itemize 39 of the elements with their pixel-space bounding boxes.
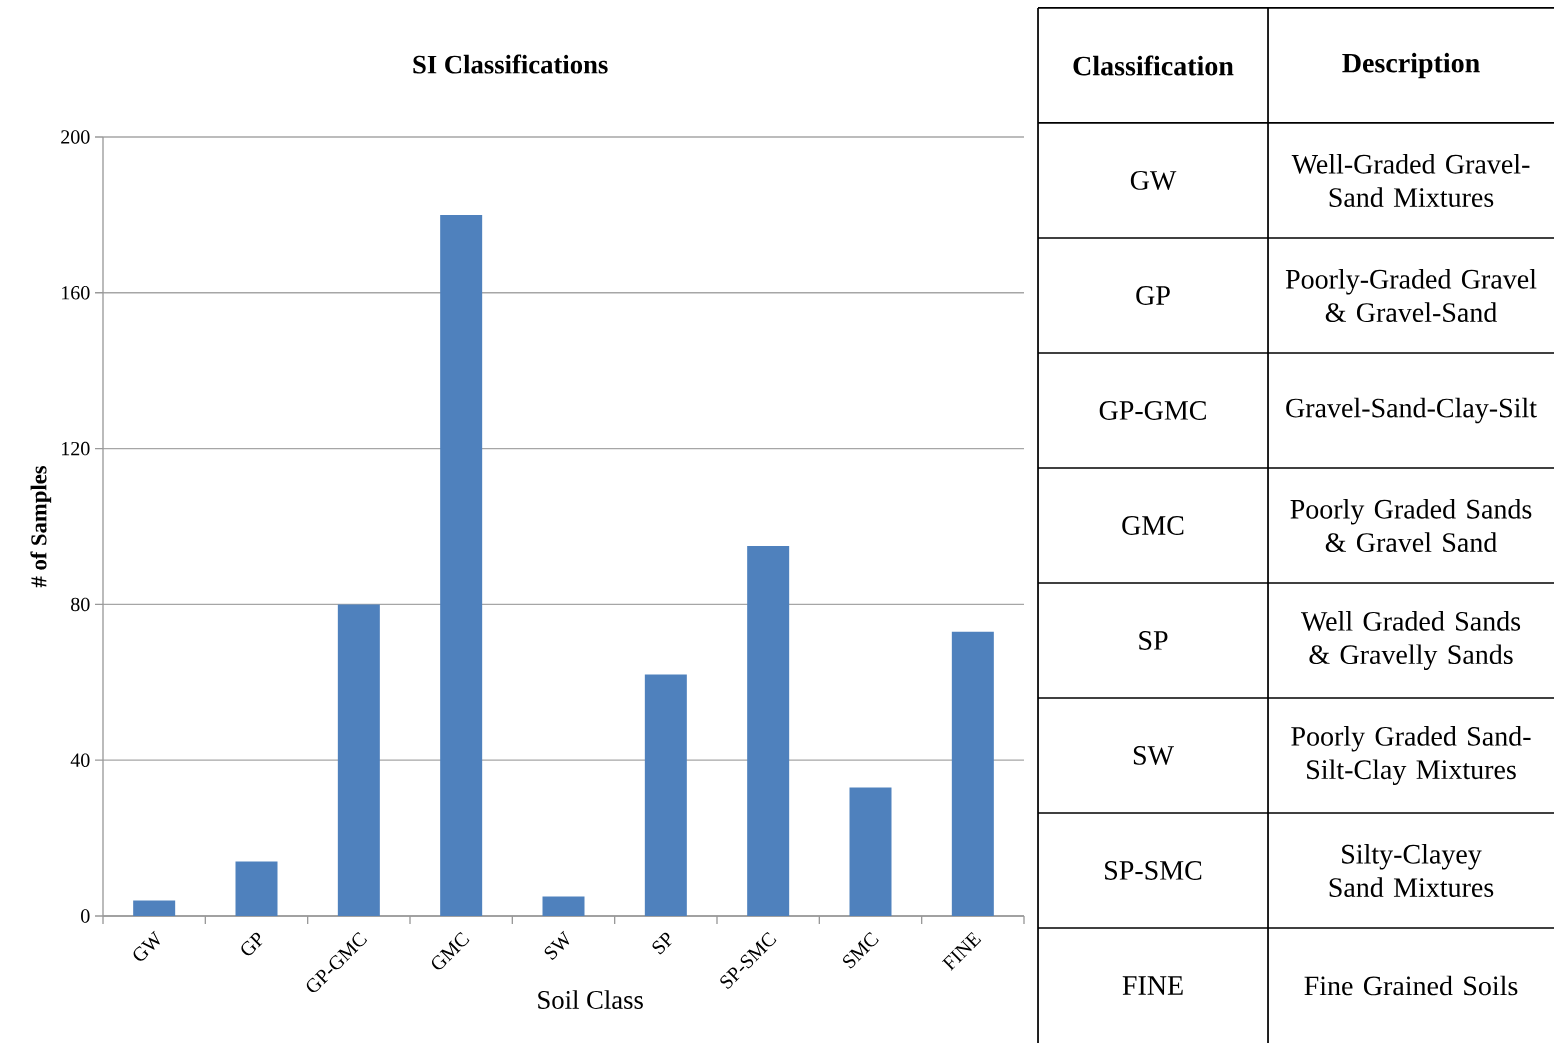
y-axis-title: # of Samples — [30, 466, 52, 588]
y-tick-label: 160 — [62, 286, 90, 300]
bar — [337, 604, 380, 916]
y-tick-label: 200 — [61, 130, 90, 144]
text: SP-SMC — [1105, 861, 1202, 880]
text: SP — [1139, 631, 1168, 650]
text: GMC — [1122, 516, 1184, 535]
bar — [644, 674, 687, 916]
text: Fine Grained Soils — [1304, 975, 1518, 996]
text: GP-GMC — [1099, 401, 1206, 420]
x-tick-label: SP — [652, 932, 672, 955]
y-tick-label: 80 — [71, 597, 90, 612]
x-tick-label: GP — [241, 932, 263, 956]
x-tick-label: GW — [133, 930, 160, 961]
text: GW — [1130, 170, 1177, 190]
bar — [951, 631, 994, 916]
bar — [849, 787, 892, 916]
y-tick-label: 40 — [70, 753, 90, 767]
text: Poorly-Graded Gravel & Gravel-Sand — [1285, 268, 1537, 323]
x-axis-title: Soil Class — [538, 990, 643, 1009]
bar — [747, 545, 790, 916]
text: Well-Graded Gravel-Sand Mixtures — [1291, 153, 1530, 207]
text: Classification — [1073, 55, 1234, 76]
text: Poorly Graded Sands & Gravel Sand — [1290, 498, 1532, 553]
text: GP — [1136, 286, 1170, 305]
text: Description — [1342, 52, 1480, 79]
bar — [235, 861, 278, 916]
x-tick-label: SW — [544, 930, 570, 960]
text: Silty-Clayey Sand Mixtures — [1329, 843, 1494, 898]
text: Gravel-Sand-Clay-Silt — [1286, 397, 1537, 424]
bar — [440, 214, 483, 916]
y-tick-label: 0 — [81, 909, 90, 923]
bar — [542, 896, 585, 916]
text: Well Graded Sands & Gravelly Sands — [1300, 611, 1521, 670]
chart-title: SI Classifications — [413, 54, 608, 74]
bar — [133, 900, 176, 916]
text: Poorly Graded Sand-Silt-Clay Mixtures — [1291, 726, 1531, 785]
y-tick-label: 120 — [62, 441, 90, 456]
text: SW — [1133, 746, 1174, 765]
